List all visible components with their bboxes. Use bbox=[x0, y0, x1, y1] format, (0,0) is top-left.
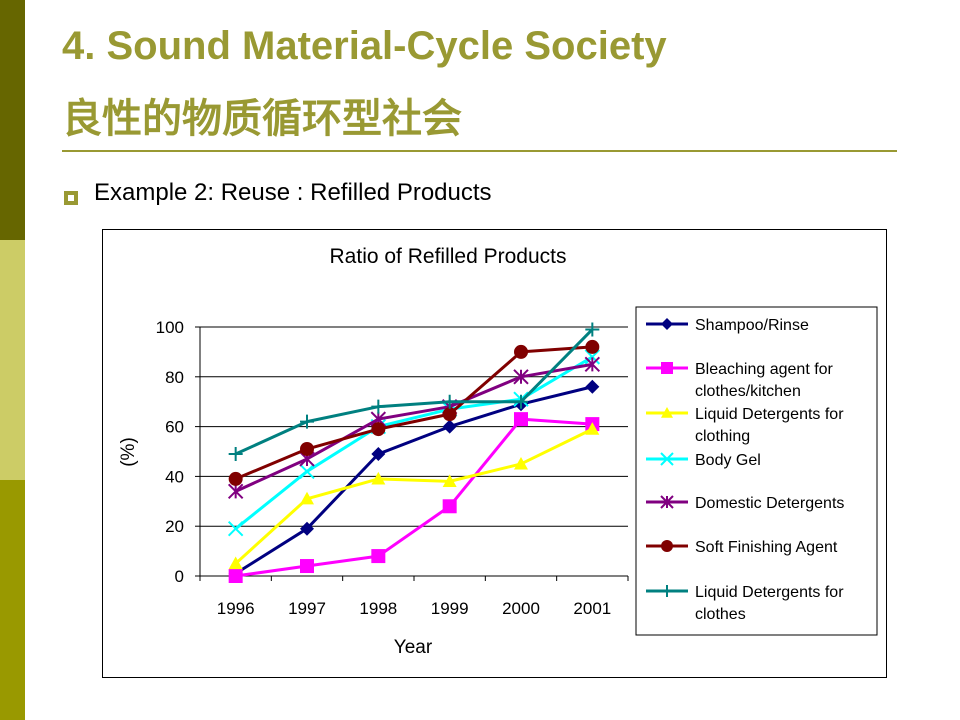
marker-plus bbox=[585, 322, 600, 337]
y-tick-label: 20 bbox=[165, 517, 184, 536]
legend-entry-0: Shampoo/Rinse bbox=[646, 317, 809, 334]
left-band-bottom bbox=[0, 480, 25, 720]
legend: Shampoo/Rinse Bleaching agent for clothes/… bbox=[635, 306, 878, 636]
series-line bbox=[235, 362, 593, 493]
legend-entry-6: Liquid Detergents for clothes bbox=[646, 584, 844, 623]
x-axis-label: Year bbox=[394, 637, 433, 658]
series-group bbox=[227, 322, 601, 583]
legend-entry-1: Bleaching agent for clothes/kitchen bbox=[646, 361, 834, 400]
series-6 bbox=[228, 322, 600, 461]
x-tick-label: 1998 bbox=[359, 599, 397, 618]
marker-triangle bbox=[228, 556, 243, 570]
marker-plus bbox=[300, 414, 314, 429]
series-4 bbox=[227, 356, 601, 500]
marker-square bbox=[661, 362, 673, 374]
y-tick-label: 60 bbox=[165, 418, 184, 437]
series-line bbox=[234, 385, 593, 575]
marker-x bbox=[660, 452, 674, 466]
legend-label: clothing bbox=[695, 428, 750, 445]
series-line bbox=[234, 355, 594, 530]
marker-plus bbox=[371, 399, 386, 414]
slide-subtitle: 良性的物质循环型社会 bbox=[62, 97, 462, 141]
series-line bbox=[235, 417, 593, 578]
y-tick-label: 40 bbox=[165, 467, 184, 486]
legend-entry-5: Soft Finishing Agent bbox=[646, 539, 838, 556]
marker-triangle bbox=[371, 471, 386, 485]
chart-title: Ratio of Refilled Products bbox=[330, 245, 567, 268]
legend-label: Shampoo/Rinse bbox=[695, 317, 809, 334]
marker-plus bbox=[228, 446, 243, 461]
y-axis-label: (%) bbox=[118, 437, 139, 467]
marker-plus bbox=[442, 394, 457, 409]
x-tick-label: 1996 bbox=[217, 599, 255, 618]
line-chart: Ratio of Refilled Products Year (%) 0 20 4… bbox=[118, 245, 878, 658]
legend-entry-4: Domestic Detergents bbox=[646, 495, 844, 512]
marker-triangle bbox=[514, 456, 528, 470]
legend-entry-3: Body Gel bbox=[646, 452, 761, 469]
axes: 0 20 40 60 80 100 1996 1997 1998 1999 2000 2001 bbox=[156, 318, 629, 618]
marker-star bbox=[227, 483, 244, 500]
marker-circle bbox=[585, 339, 600, 354]
marker-x bbox=[584, 349, 601, 365]
marker-square bbox=[228, 569, 243, 583]
marker-triangle bbox=[661, 407, 673, 418]
marker-square bbox=[371, 549, 386, 564]
series-line bbox=[235, 345, 593, 481]
marker-circle bbox=[300, 442, 314, 457]
marker-square bbox=[514, 412, 528, 427]
marker-square bbox=[442, 499, 457, 514]
legend-label: Body Gel bbox=[695, 452, 761, 469]
legend-label: clothes bbox=[695, 606, 746, 623]
bullet-text: Example 2: Reuse : Refilled Products bbox=[94, 179, 492, 206]
marker-diamond bbox=[371, 446, 386, 461]
marker-diamond bbox=[300, 521, 314, 536]
marker-x bbox=[299, 463, 315, 480]
marker-triangle bbox=[442, 474, 457, 487]
marker-triangle bbox=[300, 491, 314, 505]
title-divider bbox=[62, 150, 897, 152]
legend-entry-2: Liquid Detergents for clothing bbox=[646, 406, 844, 445]
y-tick-label: 100 bbox=[156, 318, 184, 337]
marker-star bbox=[584, 356, 601, 373]
legend-label: Soft Finishing Agent bbox=[695, 539, 838, 556]
marker-diamond bbox=[661, 318, 673, 330]
legend-label: Bleaching agent for bbox=[695, 361, 834, 378]
bullet-square-icon bbox=[64, 191, 78, 205]
marker-diamond bbox=[442, 419, 457, 434]
marker-square bbox=[300, 559, 314, 574]
marker-circle bbox=[661, 540, 673, 552]
left-band-middle bbox=[0, 240, 25, 480]
marker-circle bbox=[514, 344, 528, 359]
legend-box bbox=[635, 306, 878, 636]
legend-label: Liquid Detergents for bbox=[695, 584, 844, 601]
series-line bbox=[234, 427, 593, 565]
marker-plus bbox=[661, 585, 673, 597]
marker-circle bbox=[442, 407, 457, 422]
marker-diamond bbox=[585, 379, 600, 394]
marker-star bbox=[513, 369, 529, 385]
series-5 bbox=[228, 339, 600, 486]
x-tick-label: 1999 bbox=[431, 599, 469, 618]
series-0 bbox=[228, 379, 600, 581]
series-1 bbox=[228, 412, 600, 583]
x-tick-label: 1997 bbox=[288, 599, 326, 618]
chart-frame: Ratio of Refilled Products Year (%) 0 20 4… bbox=[102, 229, 887, 678]
legend-label: Domestic Detergents bbox=[695, 495, 844, 512]
marker-x bbox=[227, 520, 244, 537]
left-band-top bbox=[0, 0, 25, 240]
marker-circle bbox=[371, 422, 386, 437]
y-tick-label: 0 bbox=[175, 567, 184, 586]
slide-title: 4. Sound Material-Cycle Society bbox=[62, 24, 667, 68]
x-tick-label: 2000 bbox=[502, 599, 540, 618]
y-tick-label: 80 bbox=[165, 368, 184, 387]
legend-label: Liquid Detergents for bbox=[695, 406, 844, 423]
marker-plus bbox=[514, 394, 528, 409]
marker-triangle bbox=[585, 422, 600, 435]
marker-circle bbox=[228, 471, 243, 486]
legend-label: clothes/kitchen bbox=[695, 383, 801, 400]
marker-star bbox=[660, 495, 674, 509]
series-2 bbox=[228, 422, 600, 570]
series-line bbox=[235, 328, 594, 456]
x-tick-label: 2001 bbox=[573, 599, 611, 618]
